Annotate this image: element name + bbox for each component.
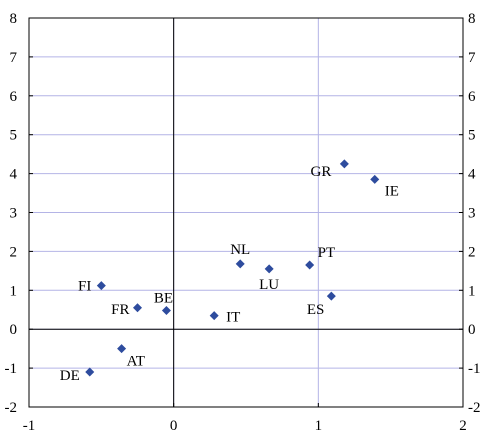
point-marker xyxy=(162,306,171,315)
point-label: GR xyxy=(311,164,332,180)
right-tick-label: 7 xyxy=(468,50,476,66)
right-tick-label: 3 xyxy=(468,206,476,222)
point-label: ES xyxy=(307,302,325,318)
point-label: DE xyxy=(60,368,80,384)
point-marker xyxy=(265,264,274,273)
left-tick-label: 1 xyxy=(10,283,18,299)
left-tick-label: 5 xyxy=(10,128,18,144)
left-tick-label: 6 xyxy=(10,89,18,105)
point-label: BE xyxy=(154,291,173,307)
x-tick-label: 0 xyxy=(170,418,178,434)
x-tick-label: 2 xyxy=(459,418,467,434)
point-pt: PT xyxy=(305,245,335,270)
point-label: IT xyxy=(226,310,240,326)
point-it: IT xyxy=(210,310,241,326)
point-label: IE xyxy=(385,183,399,199)
left-tick-label: 0 xyxy=(10,322,18,338)
point-marker xyxy=(133,303,142,312)
point-fr: FR xyxy=(111,302,142,318)
point-be: BE xyxy=(154,291,173,316)
right-tick-label: 0 xyxy=(468,322,476,338)
point-label: LU xyxy=(259,277,279,293)
point-marker xyxy=(85,367,94,376)
left-tick-label: 7 xyxy=(10,50,18,66)
point-marker xyxy=(117,344,126,353)
right-tick-label: -1 xyxy=(468,361,481,377)
point-nl: NL xyxy=(230,242,250,268)
point-marker xyxy=(370,175,379,184)
right-tick-label: 2 xyxy=(468,244,476,260)
x-tick-label: 1 xyxy=(315,418,323,434)
point-marker xyxy=(327,292,336,301)
right-tick-label: 1 xyxy=(468,283,476,299)
point-ie: IE xyxy=(370,175,399,200)
point-label: FI xyxy=(78,279,91,295)
left-tick-label: 3 xyxy=(10,206,18,222)
point-de: DE xyxy=(60,367,95,384)
point-marker xyxy=(236,259,245,268)
left-tick-label: 8 xyxy=(10,11,18,27)
point-marker xyxy=(210,311,219,320)
left-tick-label: 2 xyxy=(10,244,18,260)
gridlines xyxy=(29,18,463,407)
right-tick-label: 4 xyxy=(468,167,476,183)
point-label: NL xyxy=(230,242,250,258)
x-axis-ticks: -1 0 1 2 xyxy=(23,403,467,434)
x-tick-label: -1 xyxy=(23,418,36,434)
point-marker xyxy=(305,261,314,270)
point-gr: GR xyxy=(311,159,349,180)
left-tick-label: -1 xyxy=(5,361,18,377)
point-label: FR xyxy=(111,302,129,318)
left-tick-label: -2 xyxy=(5,400,18,416)
right-tick-label: 6 xyxy=(468,89,476,105)
point-fi: FI xyxy=(78,279,106,295)
right-tick-label: 8 xyxy=(468,11,476,27)
point-at: AT xyxy=(117,344,145,370)
right-axis-ticks: -2 -1 0 1 2 3 4 5 6 7 8 xyxy=(459,11,481,416)
data-points: GR IE NL LU PT ES FI FR BE IT AT DE xyxy=(60,159,399,384)
point-es: ES xyxy=(307,292,336,319)
point-marker xyxy=(97,281,106,290)
point-lu: LU xyxy=(259,264,279,293)
right-tick-label: -2 xyxy=(468,400,481,416)
right-tick-label: 5 xyxy=(468,128,476,144)
point-marker xyxy=(340,159,349,168)
point-label: PT xyxy=(318,245,336,261)
left-tick-label: 4 xyxy=(10,167,18,183)
point-label: AT xyxy=(127,354,145,370)
